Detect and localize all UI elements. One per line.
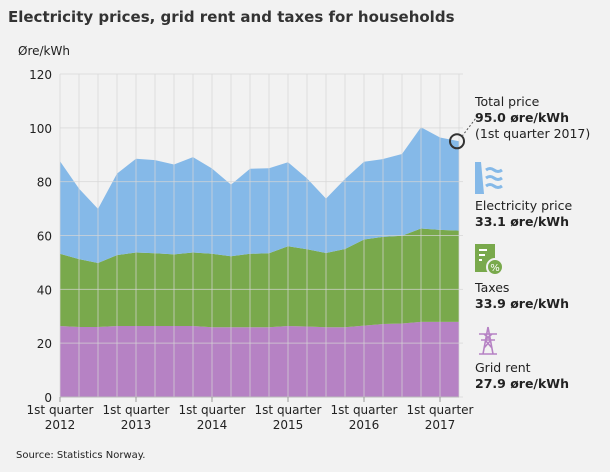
total-label: Total price bbox=[475, 94, 540, 109]
legend-value: 33.9 øre/kWh bbox=[475, 296, 569, 311]
x-tick-label-year: 2015 bbox=[273, 418, 304, 432]
chart-title: Electricity prices, grid rent and taxes … bbox=[8, 8, 455, 26]
total-period: (1st quarter 2017) bbox=[475, 126, 591, 141]
x-tick-label-year: 2017 bbox=[425, 418, 456, 432]
area-taxes bbox=[60, 228, 459, 328]
total-price-marker bbox=[449, 133, 465, 150]
legend-label: Grid rent bbox=[475, 360, 531, 375]
y-tick-label: 0 bbox=[44, 391, 52, 405]
area-grid-rent bbox=[60, 321, 459, 397]
x-tick-label-year: 2014 bbox=[197, 418, 228, 432]
y-axis-label: Øre/kWh bbox=[18, 44, 70, 58]
x-tick-label-year: 2016 bbox=[349, 418, 380, 432]
legend-grid-rent: Grid rent 27.9 øre/kWh bbox=[475, 326, 569, 392]
x-tick-label: 1st quarter bbox=[103, 403, 170, 417]
y-tick-label: 60 bbox=[37, 230, 52, 244]
legend-label: Electricity price bbox=[475, 198, 573, 213]
y-tick-label: 120 bbox=[29, 68, 52, 82]
x-tick-label: 1st quarter bbox=[407, 403, 474, 417]
legend-electricity: Electricity price 33.1 øre/kWh bbox=[475, 162, 572, 230]
legend-taxes: % Taxes 33.9 øre/kWh bbox=[475, 244, 569, 312]
annotation-leader-line bbox=[461, 117, 477, 137]
x-tick-label-year: 2013 bbox=[121, 418, 152, 432]
total-price-annotation: Total price 95.0 øre/kWh (1st quarter 20… bbox=[475, 94, 590, 142]
x-tick-label-year: 2012 bbox=[45, 418, 76, 432]
power-pylon-icon bbox=[479, 326, 497, 355]
hydropower-icon bbox=[475, 162, 503, 194]
source-note: Source: Statistics Norway. bbox=[16, 450, 146, 461]
y-tick-label: 100 bbox=[29, 122, 52, 136]
legend-label: Taxes bbox=[475, 280, 510, 295]
y-tick-label: 80 bbox=[37, 176, 52, 190]
total-value: 95.0 øre/kWh bbox=[475, 110, 569, 125]
area-electricity-price bbox=[60, 127, 459, 263]
x-tick-label: 1st quarter bbox=[331, 403, 398, 417]
tax-document-icon: % bbox=[475, 244, 504, 276]
legend-value: 27.9 øre/kWh bbox=[475, 376, 569, 391]
y-tick-label: 40 bbox=[37, 283, 52, 297]
svg-text:%: % bbox=[490, 263, 500, 274]
legend-value: 33.1 øre/kWh bbox=[475, 214, 569, 229]
x-tick-label: 1st quarter bbox=[255, 403, 322, 417]
y-tick-label: 20 bbox=[37, 337, 52, 351]
x-tick-label: 1st quarter bbox=[179, 403, 246, 417]
x-tick-label: 1st quarter bbox=[27, 403, 94, 417]
